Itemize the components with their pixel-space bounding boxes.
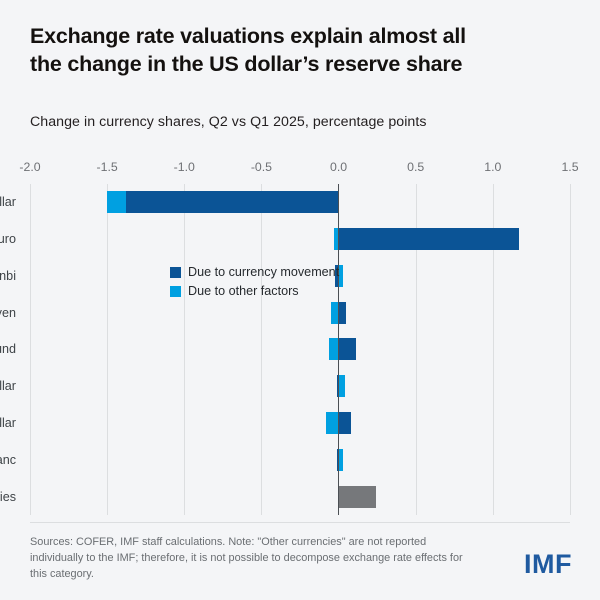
chart-title-line-2: the change in the US dollar’s reserve sh… bbox=[30, 52, 463, 77]
bar-segment[interactable] bbox=[338, 448, 344, 471]
bar-row[interactable]: euro bbox=[0, 221, 570, 258]
gridline bbox=[570, 184, 571, 515]
category-label: US dollar bbox=[0, 195, 16, 210]
category-label: Other currencies bbox=[0, 489, 16, 504]
zero-axis-line bbox=[337, 184, 340, 515]
category-label: Chinese renminbi bbox=[0, 268, 16, 283]
bar-segment[interactable] bbox=[335, 264, 339, 287]
gridline bbox=[30, 184, 31, 515]
bar-segment[interactable] bbox=[330, 301, 339, 324]
x-axis-tick-label: -0.5 bbox=[250, 160, 273, 174]
gridline bbox=[415, 184, 417, 515]
legend-swatch-icon bbox=[170, 285, 181, 297]
bar-segment[interactable] bbox=[338, 264, 344, 287]
chart-subtitle: Change in currency shares, Q2 vs Q1 2025… bbox=[30, 114, 427, 130]
bar-rows: US dollar euro Chinese renminbi Japanese ye… bbox=[0, 184, 570, 515]
category-label: British pound bbox=[0, 342, 16, 357]
plot-area: -2.0 -1.5 -1.0 -0.5 0.0 0.5 1.0 1.5 US dollar eu… bbox=[0, 160, 579, 515]
bar-segment[interactable] bbox=[338, 485, 376, 508]
bar-segment[interactable] bbox=[338, 338, 356, 361]
chart-title: Exchange rate valuations explain almost … bbox=[30, 22, 560, 79]
category-label: Australian dollar bbox=[0, 379, 16, 394]
x-axis-tick-label: -2.0 bbox=[19, 160, 41, 174]
bar-row[interactable]: Chinese renminbi bbox=[0, 258, 570, 295]
legend-item-currency-movement[interactable]: Due to currency movement bbox=[170, 265, 339, 279]
sources-note: Sources: COFER, IMF staff calculations. … bbox=[30, 536, 463, 581]
bar-segment[interactable] bbox=[326, 412, 339, 435]
bar-segment[interactable] bbox=[338, 412, 351, 435]
bar-row[interactable]: Other currencies bbox=[0, 478, 570, 515]
bar-row[interactable]: Japanese yen bbox=[0, 294, 570, 331]
x-axis-tick-label: -1.0 bbox=[173, 160, 195, 174]
legend-label: Due to currency movement bbox=[188, 265, 340, 279]
chart-title-line-1: Exchange rate valuations explain almost … bbox=[30, 24, 466, 48]
imf-logo: IMF bbox=[524, 549, 572, 579]
category-label: euro bbox=[0, 232, 16, 247]
gridlines bbox=[30, 184, 571, 515]
legend-item-other-factors[interactable]: Due to other factors bbox=[170, 284, 339, 298]
x-axis-tick-label: 1.0 bbox=[484, 160, 502, 174]
gridline bbox=[107, 184, 109, 515]
chart-legend: Due to currency movement Due to other fac… bbox=[170, 265, 339, 303]
bar-segment[interactable] bbox=[338, 375, 345, 398]
bar-row[interactable]: US dollar bbox=[0, 184, 570, 221]
category-label: Canadian dollar bbox=[0, 416, 16, 431]
x-axis-tick-labels: -2.0 -1.5 -1.0 -0.5 0.0 0.5 1.0 1.5 bbox=[19, 160, 578, 184]
bar-row[interactable]: Australian dollar bbox=[0, 368, 570, 405]
bar-segment[interactable] bbox=[338, 301, 347, 324]
gridline bbox=[492, 184, 494, 515]
bar-segment[interactable] bbox=[125, 191, 339, 214]
x-axis-tick-label: -1.5 bbox=[96, 160, 118, 174]
legend-label: Due to other factors bbox=[188, 284, 299, 298]
bar-row[interactable]: Canadian dollar bbox=[0, 405, 570, 442]
bar-row[interactable]: Swiss franc bbox=[0, 441, 570, 478]
x-axis-tick-label: 0.5 bbox=[407, 160, 425, 174]
bar-segment[interactable] bbox=[333, 228, 339, 251]
bar-segment[interactable] bbox=[329, 338, 339, 361]
x-axis-tick-label: 0.0 bbox=[330, 160, 348, 174]
gridline bbox=[184, 184, 186, 515]
bar-segment[interactable] bbox=[338, 228, 520, 251]
bar-segment[interactable] bbox=[107, 191, 126, 214]
x-axis-tick-label: 1.5 bbox=[561, 160, 579, 174]
category-label: Swiss franc bbox=[0, 452, 16, 467]
gridline bbox=[261, 184, 263, 515]
legend-swatch-icon bbox=[170, 266, 181, 278]
footer-divider bbox=[30, 522, 570, 523]
bar-row[interactable]: British pound bbox=[0, 331, 570, 368]
category-label: Japanese yen bbox=[0, 305, 16, 320]
